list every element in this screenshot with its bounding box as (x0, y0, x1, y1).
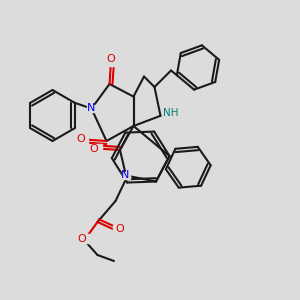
Text: O: O (89, 143, 98, 154)
Bar (122, 172, 130, 179)
Text: O: O (115, 224, 124, 235)
Bar (107, 57, 115, 66)
Bar (93, 144, 102, 153)
Text: NH: NH (163, 108, 178, 118)
Text: O: O (76, 134, 85, 145)
Text: N: N (121, 170, 129, 181)
Bar (163, 110, 176, 117)
Bar (87, 105, 96, 112)
Bar (80, 135, 88, 144)
Text: O: O (77, 233, 86, 244)
Bar (113, 225, 122, 234)
Text: O: O (106, 54, 116, 64)
Bar (81, 234, 90, 243)
Text: N: N (86, 103, 95, 113)
